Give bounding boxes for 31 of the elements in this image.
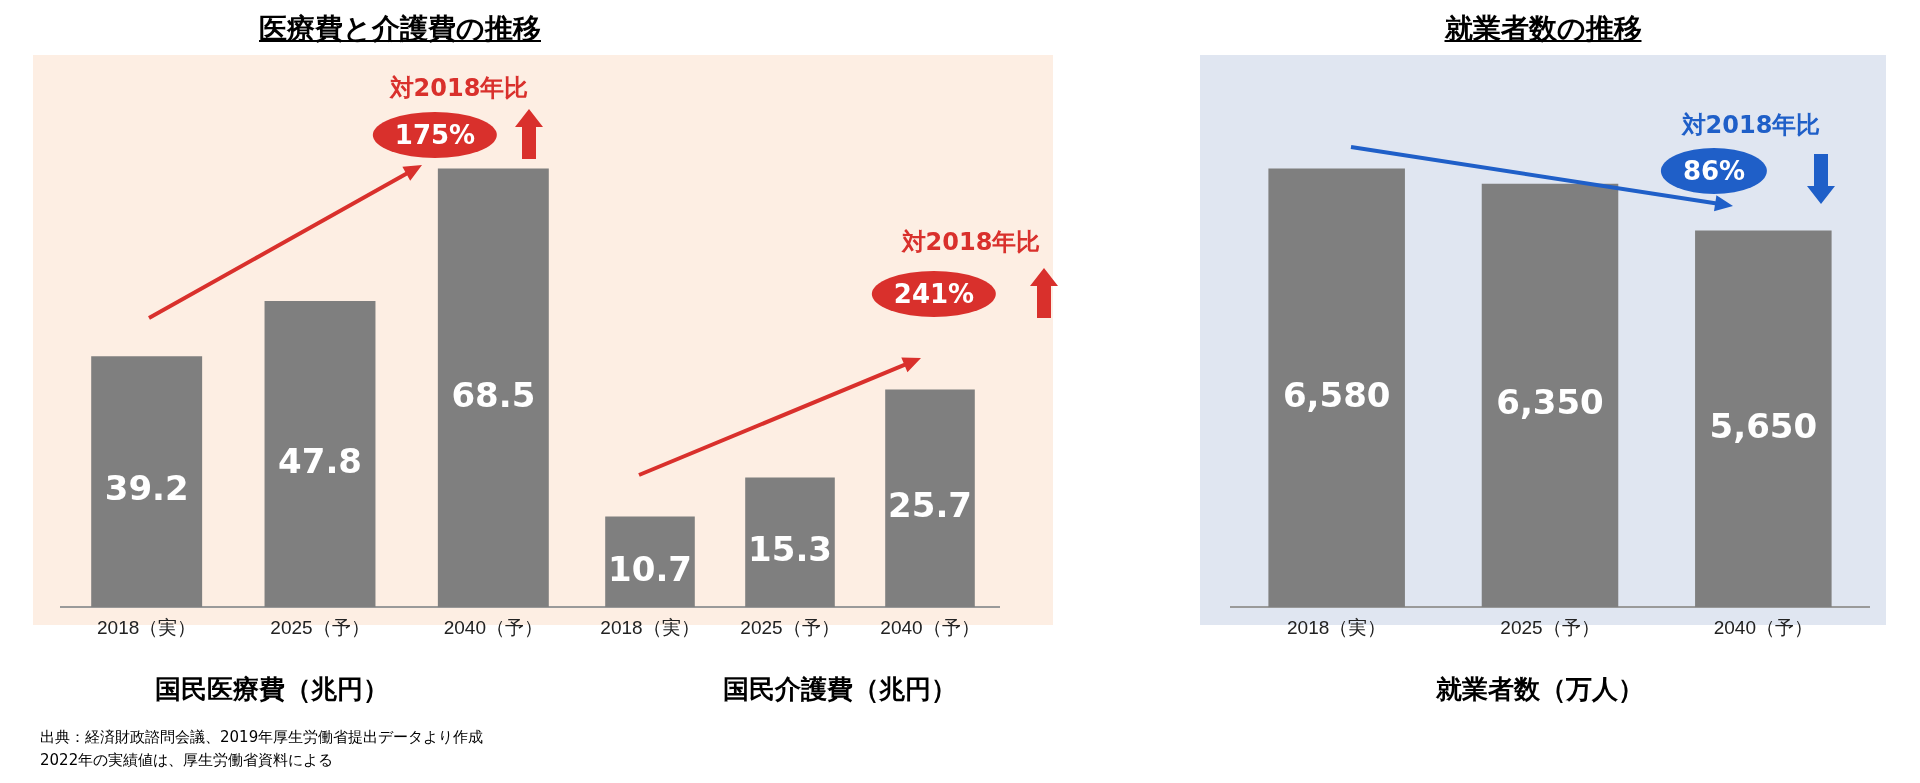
text: 241% [871, 271, 997, 317]
data-label: 5,650 [1709, 405, 1818, 446]
x-axis-title: 就業者数（万人） [1436, 673, 1644, 706]
x-tick-label: 2018（実） [1287, 616, 1387, 638]
annotation: 86% [1660, 148, 1768, 194]
text: 175% [372, 112, 498, 158]
x-tick-label: 2040（予） [443, 616, 543, 638]
data-label: 68.5 [451, 374, 536, 415]
source-note: 出典：経済財政諮問会議、2019年厚生労働省提出データより作成 [40, 728, 484, 747]
data-label: 39.2 [104, 468, 189, 509]
x-tick-label: 2025（予） [1500, 616, 1600, 638]
data-label: 47.8 [278, 440, 362, 481]
chart-title: 医療費と介護費の推移 [259, 11, 541, 47]
x-tick-label: 2040（予） [1713, 616, 1813, 638]
x-tick-label: 2018（実） [97, 616, 197, 638]
data-label: 10.7 [608, 548, 692, 589]
text: 対2018年比 [901, 227, 1041, 258]
text: 2022年の実績値は、厚生労働省資料による [40, 751, 334, 770]
data-label: 6,580 [1282, 374, 1391, 415]
x-tick-label: 2025（予） [740, 616, 840, 638]
x-axis-title: 国民介護費（兆円） [723, 673, 957, 706]
data-label: 15.3 [748, 529, 832, 570]
x-tick-label: 2025（予） [270, 616, 370, 638]
x-tick-label: 2018（実） [600, 616, 700, 638]
text: 対2018年比 [389, 73, 529, 104]
chart-title: 就業者数の推移 [1444, 11, 1642, 47]
data-label: 25.7 [888, 485, 972, 526]
x-axis-title: 国民医療費（兆円） [155, 673, 389, 706]
text: 対2018年比 [1681, 110, 1821, 141]
data-label: 6,350 [1496, 382, 1604, 423]
x-tick-label: 2040（予） [880, 616, 980, 638]
